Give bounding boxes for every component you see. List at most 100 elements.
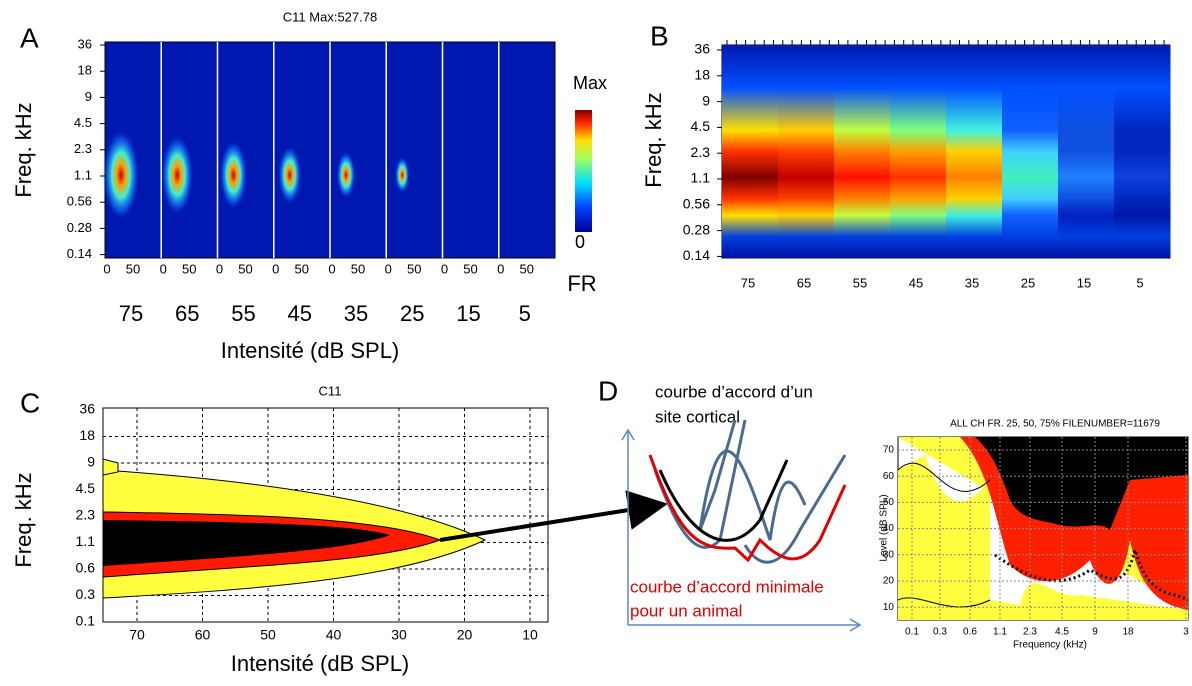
panel-letter: A [20, 22, 39, 53]
x-tick-label: 50 [463, 261, 477, 276]
x-tick-label: 15 [1077, 275, 1091, 290]
heatmap-column [778, 45, 835, 258]
y-tick-label: 70 [883, 445, 895, 456]
tuning-curve [698, 419, 807, 541]
y-axis-label: Level (dB SPL) [879, 494, 890, 561]
contour-75 [103, 520, 390, 566]
intensity-label: 45 [288, 301, 312, 326]
annotation: courbe d’accord minimale [630, 577, 824, 596]
x-tick-label: 2.3 [1023, 627, 1037, 638]
y-tick-label: 9 [85, 89, 92, 104]
x-tick-label: 50 [238, 261, 252, 276]
annotation: courbe d’accord d’un [655, 382, 813, 401]
minimal-tuning-curve [648, 454, 847, 563]
x-tick-label: 9 [1092, 627, 1098, 638]
heatmap-column [834, 45, 891, 258]
x-tick-label: 25 [1021, 275, 1035, 290]
intensity-label: 35 [344, 301, 368, 326]
y-tick-label: 18 [79, 427, 95, 443]
x-tick-label: 45 [909, 275, 923, 290]
y-tick-label: 9 [87, 454, 95, 470]
x-tick-label: 0 [103, 261, 110, 276]
y-axis-label: Freq. kHz [11, 472, 36, 567]
inset-contour-75 [975, 437, 1188, 530]
arrow [439, 490, 668, 542]
contour-25 [102, 458, 119, 476]
x-tick-label: 35 [965, 275, 979, 290]
y-tick-label: 4.5 [691, 118, 711, 134]
heatmap-column [1002, 45, 1059, 258]
colorbar-min: 0 [575, 232, 585, 252]
x-tick-label: 40 [326, 627, 342, 643]
y-tick-label: 36 [694, 41, 710, 57]
inset-contour-line [897, 462, 991, 608]
x-tick-label: 0.3 [933, 627, 947, 638]
x-tick-label: 50 [520, 261, 534, 276]
tuning-curve [743, 454, 847, 564]
y-tick-label: 30 [883, 549, 895, 560]
y-tick-label: 1.1 [74, 167, 92, 182]
x-tick-label: 60 [195, 627, 211, 643]
y-tick-label: 1.1 [76, 533, 96, 549]
x-tick-label: 50 [182, 261, 196, 276]
y-tick-label: 0.1 [76, 613, 96, 629]
y-tick-label: 0.14 [683, 247, 710, 263]
y-axis-label: Freq. kHz [641, 92, 666, 187]
x-tick-label: 0 [160, 261, 167, 276]
y-tick-label: 1.1 [691, 170, 711, 186]
y-tick-label: 4.5 [74, 115, 92, 130]
y-tick-label: 10 [883, 602, 895, 613]
heatmap-column [1058, 45, 1115, 258]
y-tick-label: 0.6 [76, 560, 96, 576]
colorbar-max: Max [573, 73, 607, 93]
x-tick-label: 50 [295, 261, 309, 276]
response-blob [161, 135, 194, 215]
panel-title: C11 [319, 383, 342, 398]
x-tick-label: 1.1 [993, 627, 1007, 638]
y-tick-label: 36 [78, 36, 92, 51]
panel-letter: B [650, 20, 669, 51]
x-tick-label: 20 [457, 627, 473, 643]
panel-title: C11 Max:527.78 [283, 9, 377, 24]
x-tick-label: 50 [407, 261, 421, 276]
y-tick-label: 0.28 [683, 221, 710, 237]
y-tick-label: 2.3 [74, 141, 92, 156]
x-tick-label: 0 [497, 261, 504, 276]
y-tick-label: 0.28 [67, 220, 92, 235]
y-tick-label: 18 [78, 63, 92, 78]
y-tick-label: 2.3 [691, 144, 711, 160]
inset-title: ALL CH FR. 25, 50, 75% FILENUMBER=11679 [950, 419, 1160, 430]
heatmap-column [1114, 45, 1171, 258]
response-blob [278, 146, 302, 204]
y-tick-label: 60 [883, 471, 895, 482]
x-tick-label: 0 [441, 261, 448, 276]
annotation: pour un animal [630, 601, 742, 620]
x-tick-label: 50 [126, 261, 140, 276]
y-tick-label: 9 [702, 92, 710, 108]
x-tick-label: 0 [216, 261, 223, 276]
response-blob [395, 157, 410, 193]
heatmap-column [722, 45, 779, 258]
x-tick-label: 0.6 [963, 627, 977, 638]
x-tick-label: 50 [351, 261, 365, 276]
intensity-label: 25 [400, 301, 424, 326]
cortical-tuning-curve [658, 459, 789, 542]
x-tick-label: 70 [129, 627, 145, 643]
x-tick-label: 75 [741, 275, 755, 290]
y-tick-label: 0.56 [683, 196, 710, 212]
colorbar [575, 110, 592, 232]
response-blob [336, 151, 356, 199]
y-axis-label: Freq. kHz [11, 102, 36, 197]
y-tick-label: 0.14 [67, 246, 92, 261]
x-tick-label: 50 [260, 627, 276, 643]
response-blob [219, 140, 248, 210]
y-tick-label: 2.3 [76, 507, 96, 523]
colorbar-unit: FR [567, 271, 596, 296]
y-tick-label: 18 [694, 67, 710, 83]
x-axis-label: Intensité (dB SPL) [231, 651, 410, 676]
intensity-label: 55 [231, 301, 255, 326]
x-tick-label: 0.1 [905, 627, 919, 638]
x-tick-label: 0 [385, 261, 392, 276]
